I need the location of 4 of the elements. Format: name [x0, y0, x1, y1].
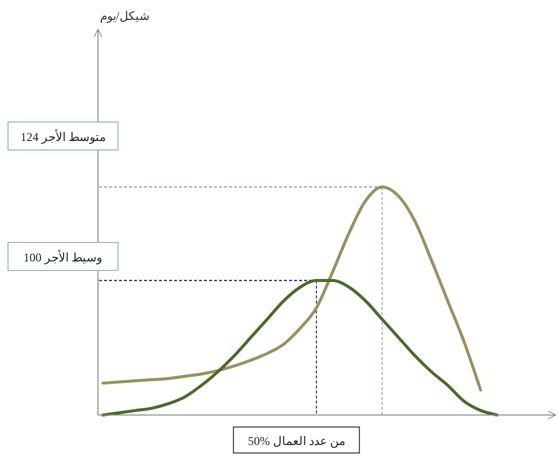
text: شيكل/يوم	[100, 9, 150, 23]
text: متوسط الأجر 124	[20, 129, 106, 144]
text: 50% من عدد العمال	[248, 434, 345, 448]
annotation: وسيط الأجر 100	[24, 249, 102, 264]
